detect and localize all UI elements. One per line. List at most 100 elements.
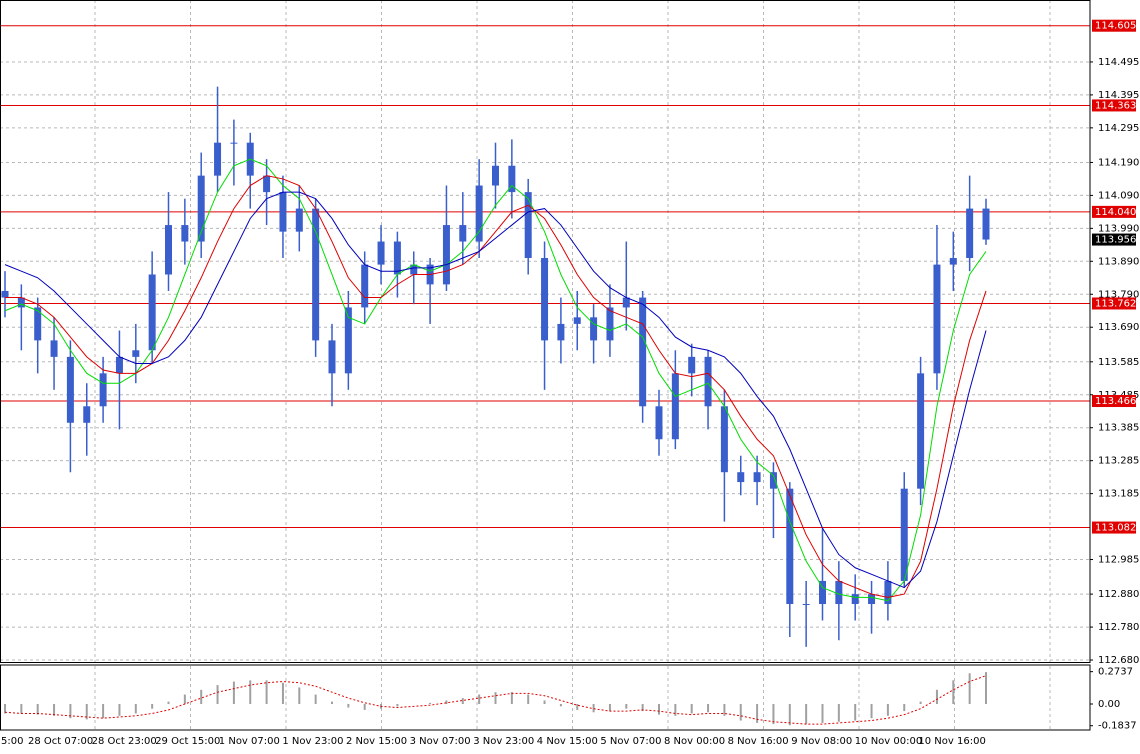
candle-body [181,225,189,242]
candle-body [230,142,238,144]
candle-body [917,373,925,489]
candle-body [557,323,565,341]
level-label: 114.040 [1095,207,1136,218]
candle-body [410,264,418,275]
y-tick-label: 114.295 [1098,123,1139,134]
x-tick-label: 3 Nov 07:00 [410,736,471,747]
candle-body [737,472,745,483]
candle-body [933,264,941,374]
candle-body [214,142,222,176]
y-tick-label: 114.395 [1098,90,1139,101]
candle-body [328,340,336,374]
candle-body [851,594,859,605]
x-tick-label: 8 Nov 16:00 [728,736,789,747]
x-tick-label: 10 Nov 16:00 [918,736,985,747]
candle-body [442,225,450,285]
candle-body [344,307,352,374]
candle-body [83,406,91,423]
x-tick-label: 28 Oct 07:00 [28,736,93,747]
y-tick-label: 112.985 [1098,555,1139,566]
y-tick-label: 113.990 [1098,223,1139,234]
x-tick-label: 28 Oct 23:00 [92,736,157,747]
osc-tick-label: 0.00 [1098,699,1120,710]
candle-body [295,208,303,232]
candle-body [66,356,74,423]
candle-body [541,258,549,341]
candle-body [377,241,385,265]
candle-body [197,175,205,242]
y-tick-label: 113.790 [1098,289,1139,300]
osc-tick-label: 0.2737 [1098,667,1133,678]
level-label: 113.082 [1095,523,1136,534]
candle-body [492,165,499,186]
x-tick-label: 5:00 [1,736,23,747]
x-tick-label: 29 Oct 15:00 [155,736,220,747]
candle-body [573,317,581,324]
y-tick-label: 113.185 [1098,489,1139,500]
candle-body [802,604,810,606]
candle-body [165,225,172,275]
y-tick-label: 114.495 [1098,57,1139,68]
candle-body [884,580,892,605]
x-tick-label: 1 Nov 23:00 [282,736,343,747]
candle-body [263,175,271,193]
y-tick-label: 112.680 [1098,655,1139,666]
osc-signal [4,675,987,725]
candle-body [475,185,483,242]
level-label-box [1092,205,1136,218]
candle-body [148,274,156,351]
y-tick-label: 113.890 [1098,256,1139,267]
moving-average [4,158,987,602]
candle-body [704,356,712,407]
candle-body [99,373,107,407]
candle-body [361,264,369,308]
y-tick-label: 113.285 [1098,456,1139,467]
moving-average [4,191,987,589]
y-tick-label: 113.585 [1098,357,1139,368]
y-tick-label: 112.780 [1098,622,1139,633]
last-price-box [1092,233,1136,246]
candle-body [50,340,58,357]
level-label-box [1092,395,1136,408]
level-label-box [1092,297,1136,310]
y-tick-label: 114.090 [1098,190,1139,201]
candle-body [949,258,957,265]
y-tick-label: 112.880 [1098,589,1139,600]
candle-body [966,208,974,259]
y-tick-label: 114.190 [1098,157,1139,168]
candle-body [34,307,42,341]
moving-average [5,175,987,598]
x-tick-label: 10 Nov 00:00 [855,736,922,747]
candle-body [671,373,679,440]
candle-body [639,297,647,407]
level-label: 114.605 [1095,21,1136,32]
x-tick-label: 8 Nov 00:00 [664,736,725,747]
candle-body [606,307,614,341]
level-label: 113.466 [1095,396,1136,407]
level-label: 114.363 [1095,100,1136,111]
osc-frame [0,664,1091,731]
candle-body [312,208,320,341]
main-frame [0,0,1091,663]
x-tick-label: 9 Nov 08:00 [791,736,852,747]
x-tick-label: 5 Nov 07:00 [600,736,661,747]
level-label-box [1092,19,1136,32]
candle-body [819,580,826,605]
candle-body [982,208,990,240]
candle-body [459,225,467,242]
candle-body [393,241,401,275]
candle-body [868,594,876,605]
level-label: 113.762 [1095,298,1136,309]
level-label-box [1092,521,1136,534]
candle-body [1,290,9,298]
candle-body [132,350,140,357]
osc-tick-label: -0.1837 [1098,721,1137,732]
candle-body [279,192,287,232]
x-tick-label: 3 Nov 23:00 [473,736,534,747]
candle-body [688,356,696,374]
candle-body [655,406,663,440]
candle-body [115,356,123,374]
y-tick-label: 113.690 [1098,322,1139,333]
